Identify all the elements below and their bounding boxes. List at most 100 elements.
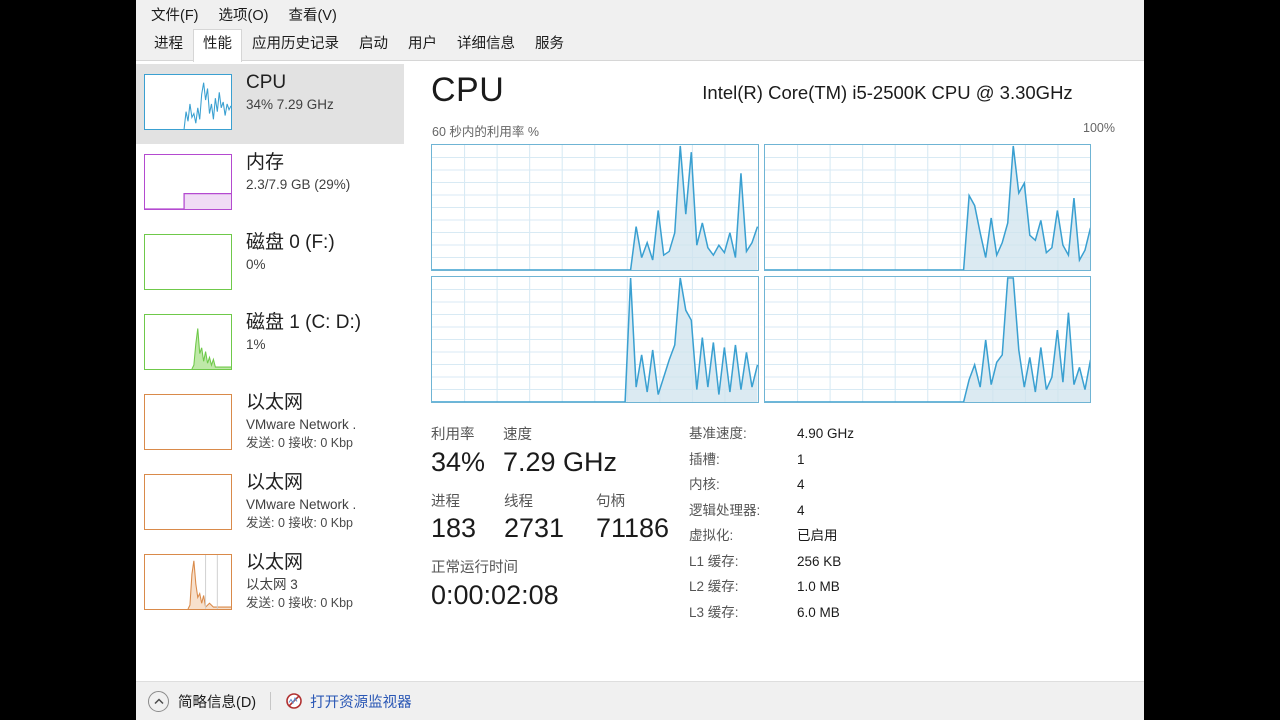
stat-row-uptime: 正常运行时间 0:00:02:08 <box>431 558 689 613</box>
sidebar-item-disk-0-title: 磁盘 0 (F:) <box>246 232 335 253</box>
info-key-l2-cache: L2 缓存: <box>689 579 739 594</box>
stat-utilization: 利用率 34% <box>431 425 503 480</box>
disk-0-thumbnail-graph <box>144 234 232 290</box>
tab-processes[interactable]: 进程 <box>154 36 183 53</box>
info-row-base-speed: 基准速度: 4.90 GHz <box>689 427 1116 441</box>
tab-details[interactable]: 详细信息 <box>457 36 515 53</box>
sidebar-item-ethernet-1-sub2: 发送: 0 接收: 0 Kbp <box>246 436 353 451</box>
sidebar-item-cpu-text: CPU 34% 7.29 GHz <box>246 70 334 114</box>
status-bar: 简略信息(D) 打开资源监视器 <box>136 681 1144 720</box>
graph-xaxis-label: 60 秒内的利用率 % <box>432 125 539 139</box>
sidebar-item-memory-text: 内存 2.3/7.9 GB (29%) <box>246 150 350 194</box>
menu-view[interactable]: 查看(V) <box>288 7 337 24</box>
info-value-l2-cache: 1.0 MB <box>797 579 840 594</box>
ethernet-3-thumbnail-graph <box>144 554 232 610</box>
sidebar-item-ethernet-2[interactable]: 以太网 VMware Network . 发送: 0 接收: 0 Kbp <box>136 464 404 544</box>
sidebar-item-cpu-title: CPU <box>246 72 287 93</box>
sidebar-item-cpu-sub: 34% 7.29 GHz <box>246 96 334 112</box>
menu-options[interactable]: 选项(O) <box>218 7 269 24</box>
stat-threads: 线程 2731 <box>504 492 596 547</box>
sidebar-item-ethernet-2-text: 以太网 VMware Network . 发送: 0 接收: 0 Kbp <box>246 470 356 532</box>
graph-yaxis-max-label: 100% <box>1083 121 1115 135</box>
stat-processes-label: 进程 <box>431 493 460 510</box>
cpu-model-label: Intel(R) Core(TM) i5-2500K CPU @ 3.30GHz <box>702 82 1073 103</box>
stat-processes: 进程 183 <box>431 492 504 547</box>
info-value-virtualization: 已启用 <box>797 528 838 543</box>
info-key-virtualization: 虚拟化: <box>689 528 734 543</box>
info-value-cores: 4 <box>797 477 805 492</box>
resource-sidebar: CPU 34% 7.29 GHz 内存 2.3/7.9 GB (29%) <box>136 61 404 681</box>
stat-row-utilization-speed: 利用率 34% 速度 7.29 GHz <box>431 425 689 480</box>
info-row-l3-cache: L3 缓存: 6.0 MB <box>689 604 1116 620</box>
info-value-l3-cache: 6.0 MB <box>797 604 840 620</box>
cpu-graph-core-3[interactable] <box>763 276 1091 403</box>
sidebar-item-disk-0-text: 磁盘 0 (F:) 0% <box>246 230 335 274</box>
fewer-details-button[interactable]: 简略信息(D) <box>148 690 256 712</box>
cpu-graph-core-2[interactable] <box>431 276 759 403</box>
sidebar-item-disk-1-sub: 1% <box>246 336 266 352</box>
sidebar-item-ethernet-3-sub1: 以太网 3 <box>246 576 298 592</box>
stat-row-processes-threads-handles: 进程 183 线程 2731 句柄 71186 <box>431 492 689 547</box>
sidebar-item-disk-1[interactable]: 磁盘 1 (C: D:) 1% <box>136 304 404 384</box>
ethernet-2-thumbnail-graph <box>144 474 232 530</box>
stat-uptime: 正常运行时间 0:00:02:08 <box>431 558 559 613</box>
disk-1-thumbnail-graph <box>144 314 232 370</box>
sidebar-item-disk-0-sub: 0% <box>246 256 266 272</box>
performance-detail-panel: CPU Intel(R) Core(TM) i5-2500K CPU @ 3.3… <box>404 61 1144 681</box>
tab-performance[interactable]: 性能 <box>193 29 242 62</box>
info-row-virtualization: 虚拟化: 已启用 <box>689 529 1116 543</box>
sidebar-item-ethernet-3[interactable]: 以太网 以太网 3 发送: 0 接收: 0 Kbp <box>136 544 404 624</box>
task-manager-window: 文件(F) 选项(O) 查看(V) 进程 性能 应用历史记录 启动 用户 详细信… <box>136 0 1144 720</box>
info-key-sockets: 插槽: <box>689 451 720 467</box>
sidebar-item-memory-title: 内存 <box>246 152 285 173</box>
stats-area: 利用率 34% 速度 7.29 GHz 进程 183 <box>431 425 1116 631</box>
info-row-logical-processors: 逻辑处理器: 4 <box>689 502 1116 518</box>
footer-divider <box>270 692 272 710</box>
info-row-l2-cache: L2 缓存: 1.0 MB <box>689 580 1116 594</box>
cpu-graph-core-1[interactable] <box>763 144 1091 271</box>
sidebar-item-ethernet-3-title: 以太网 <box>246 552 304 573</box>
tab-startup[interactable]: 启动 <box>359 36 388 53</box>
info-value-sockets: 1 <box>797 451 805 467</box>
stat-uptime-label: 正常运行时间 <box>431 560 518 576</box>
tab-services[interactable]: 服务 <box>535 36 564 53</box>
stat-handles-value: 71186 <box>596 513 670 544</box>
page-title: CPU <box>431 71 505 109</box>
sidebar-item-ethernet-1[interactable]: 以太网 VMware Network . 发送: 0 接收: 0 Kbp <box>136 384 404 464</box>
stat-threads-value: 2731 <box>504 513 565 544</box>
sidebar-item-ethernet-3-text: 以太网 以太网 3 发送: 0 接收: 0 Kbp <box>246 550 353 612</box>
graph-axis-labels: 60 秒内的利用率 % 100% <box>431 121 1116 140</box>
memory-thumbnail-graph <box>144 154 232 210</box>
info-key-base-speed: 基准速度: <box>689 426 747 441</box>
ethernet-1-thumbnail-graph <box>144 394 232 450</box>
panel-header: CPU Intel(R) Core(TM) i5-2500K CPU @ 3.3… <box>431 73 1116 107</box>
cpu-graph-core-0[interactable] <box>431 144 759 271</box>
sidebar-item-memory-sub: 2.3/7.9 GB (29%) <box>246 176 351 192</box>
tab-users[interactable]: 用户 <box>408 36 437 53</box>
resource-monitor-icon <box>285 692 303 710</box>
sidebar-item-ethernet-2-title: 以太网 <box>246 472 304 493</box>
stat-threads-label: 线程 <box>504 493 533 510</box>
stat-speed-label: 速度 <box>503 427 532 443</box>
stat-processes-value: 183 <box>431 513 477 544</box>
sidebar-item-cpu[interactable]: CPU 34% 7.29 GHz <box>136 64 404 144</box>
sidebar-item-memory[interactable]: 内存 2.3/7.9 GB (29%) <box>136 144 404 224</box>
sidebar-item-disk-1-text: 磁盘 1 (C: D:) 1% <box>246 310 361 354</box>
stat-utilization-value: 34% <box>431 446 486 477</box>
sidebar-item-disk-0[interactable]: 磁盘 0 (F:) 0% <box>136 224 404 304</box>
menu-file[interactable]: 文件(F) <box>151 7 199 24</box>
info-key-logical-processors: 逻辑处理器: <box>689 502 761 518</box>
cpu-thumbnail-graph <box>144 74 232 130</box>
sidebar-item-ethernet-2-sub1: VMware Network . <box>246 496 357 512</box>
stat-uptime-value: 0:00:02:08 <box>431 579 559 610</box>
sidebar-item-ethernet-1-sub1: VMware Network . <box>246 416 357 432</box>
stat-handles-label: 句柄 <box>596 493 625 510</box>
info-row-l1-cache: L1 缓存: 256 KB <box>689 554 1116 569</box>
tab-app-history[interactable]: 应用历史记录 <box>252 36 339 53</box>
open-resource-monitor-link[interactable]: 打开资源监视器 <box>285 691 412 712</box>
chevron-up-icon <box>148 690 169 712</box>
stat-speed: 速度 7.29 GHz <box>503 425 617 480</box>
info-row-sockets: 插槽: 1 <box>689 451 1116 467</box>
stat-speed-value: 7.29 GHz <box>503 446 618 477</box>
